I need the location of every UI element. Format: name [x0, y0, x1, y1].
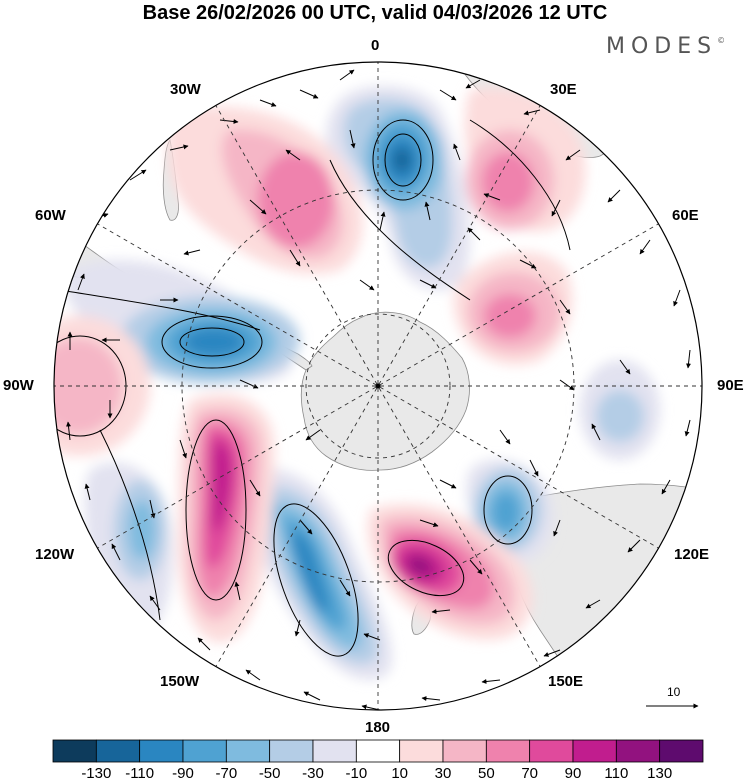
lon-label-0: 0 — [371, 37, 380, 54]
colorbar-tick-label: -110 — [125, 765, 155, 782]
pos-center-20w — [167, 106, 363, 274]
colorbar-swatch — [572, 739, 617, 763]
colorbar — [52, 739, 704, 763]
colorbar-swatch — [139, 739, 184, 763]
pos-center-120w — [177, 393, 275, 643]
map-border — [53, 61, 703, 711]
lon-label-150w: 150W — [160, 673, 200, 690]
lon-label-180: 180 — [365, 719, 391, 736]
pos-center-30e — [464, 87, 586, 232]
neg-center-160w — [245, 468, 392, 680]
colorbar-swatch — [182, 739, 227, 763]
colorbar-tick-label: 50 — [477, 765, 495, 782]
colorbar-swatch — [442, 739, 487, 763]
colorbar-tick-label: 70 — [521, 765, 538, 782]
colorbar-swatch — [225, 739, 271, 763]
graticule — [54, 62, 702, 710]
colorbar-swatch — [355, 739, 401, 763]
colorbar-swatch — [485, 739, 531, 763]
wind-vectors — [66, 69, 691, 710]
brand-logo: MODES© — [606, 34, 725, 59]
brand-name: MODES — [606, 34, 718, 59]
colorbar-swatch — [615, 739, 661, 763]
lon-label-90w: 90W — [3, 377, 34, 394]
colorbar-swatch — [399, 739, 444, 763]
colorbar-tick-label: -50 — [258, 765, 281, 782]
neg-center-90e — [580, 360, 660, 460]
pos-center-140e — [367, 503, 533, 640]
lon-label-60e: 60E — [672, 207, 699, 224]
colorbar-tick-label: 110 — [604, 765, 629, 782]
lon-label-120w: 120W — [35, 546, 75, 563]
colorbar-swatch — [529, 739, 574, 763]
colorbar-tick-label: -130 — [81, 765, 112, 782]
lon-label-60w: 60W — [35, 207, 66, 224]
neg-center-0 — [326, 86, 470, 290]
colorbar-tick-label: -70 — [215, 765, 238, 782]
colorbar-tick-label: 30 — [434, 765, 452, 782]
antarctica — [300, 311, 470, 471]
colorbar-tick-label: 10 — [391, 765, 408, 782]
reference-vector-label: 10 — [667, 685, 681, 699]
colorbar-swatch — [659, 739, 704, 763]
colorbar-tick-label: -30 — [302, 765, 324, 782]
colorbar-swatch — [95, 739, 141, 763]
colorbar-swatch — [312, 739, 357, 763]
lon-label-30w: 30W — [170, 81, 201, 98]
colorbar-tick-label: 130 — [647, 765, 673, 782]
lon-label-90e: 90E — [717, 377, 744, 394]
lon-label-150e: 150E — [548, 673, 584, 690]
colorbar-swatch — [52, 739, 97, 763]
colorbar-tick-label: 90 — [564, 765, 582, 782]
colorbar-swatch — [269, 739, 314, 763]
colorbar-tick-label: -90 — [172, 765, 194, 782]
colorbar-tick-label: -10 — [345, 765, 368, 782]
map-disk — [54, 62, 702, 710]
lon-label-120e: 120E — [674, 546, 710, 563]
lon-label-30e: 30E — [550, 81, 577, 98]
map-title: Base 26/02/2026 00 UTC, valid 04/03/2026… — [142, 2, 608, 24]
copyright-icon: © — [717, 36, 726, 45]
